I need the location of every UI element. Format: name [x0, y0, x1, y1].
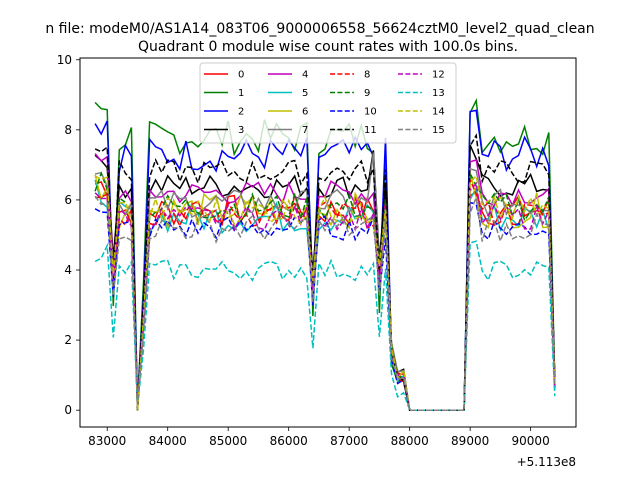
- series-line-11: [94, 133, 556, 411]
- chart-title: Quadrant 0 module wise count rates with …: [138, 39, 518, 55]
- legend-label-5: 5: [302, 88, 308, 99]
- series-line-6: [94, 171, 556, 411]
- y-tick-label: 8: [64, 123, 72, 137]
- x-tick-label: 87000: [330, 434, 368, 448]
- legend-label-14: 14: [432, 107, 445, 118]
- legend-box: [199, 62, 457, 144]
- series-line-10: [94, 201, 556, 411]
- legend-label-3: 3: [238, 125, 244, 136]
- legend-label-10: 10: [364, 107, 377, 118]
- x-tick-label: 86000: [270, 434, 308, 448]
- legend-label-9: 9: [364, 88, 370, 99]
- legend-label-0: 0: [238, 70, 244, 81]
- legend-label-1: 1: [238, 88, 244, 99]
- x-axis-offset-label: +5.113e8: [517, 455, 576, 469]
- y-tick-label: 10: [57, 53, 72, 67]
- legend-label-7: 7: [302, 125, 308, 136]
- x-tick-label: 85000: [209, 434, 247, 448]
- legend-label-15: 15: [432, 125, 445, 136]
- x-tick-label: 89000: [451, 434, 489, 448]
- y-tick-label: 2: [64, 333, 72, 347]
- legend-label-6: 6: [302, 107, 308, 118]
- x-tick-label: 88000: [391, 434, 429, 448]
- x-axis: 83000 84000 85000 86000 87000 88000 89000 90000: [88, 427, 550, 448]
- plot-area: [94, 98, 556, 411]
- legend-label-12: 12: [432, 70, 445, 81]
- legend-label-4: 4: [302, 70, 308, 81]
- series-line-15: [94, 194, 556, 411]
- x-tick-label: 83000: [88, 434, 126, 448]
- legend-label-11: 11: [364, 125, 377, 136]
- series-line-1: [94, 98, 556, 411]
- x-tick-label: 84000: [149, 434, 187, 448]
- y-tick-label: 0: [64, 403, 72, 417]
- x-tick-label: 90000: [512, 434, 550, 448]
- figure-suptitle: n file: modeM0/AS1A14_083T06_9000006558_…: [45, 21, 594, 37]
- series-line-2: [94, 109, 556, 411]
- series-line-13: [94, 240, 556, 411]
- legend-label-13: 13: [432, 88, 445, 99]
- legend-label-2: 2: [238, 107, 244, 118]
- y-tick-label: 6: [64, 193, 72, 207]
- series-line-12: [94, 181, 556, 411]
- y-tick-label: 4: [64, 263, 72, 277]
- y-axis: 0 2 4 6 8 10: [57, 53, 80, 417]
- series-line-14: [94, 174, 556, 411]
- series-line-7: [94, 152, 556, 411]
- legend-label-8: 8: [364, 70, 370, 81]
- axes-frame: [79, 57, 577, 428]
